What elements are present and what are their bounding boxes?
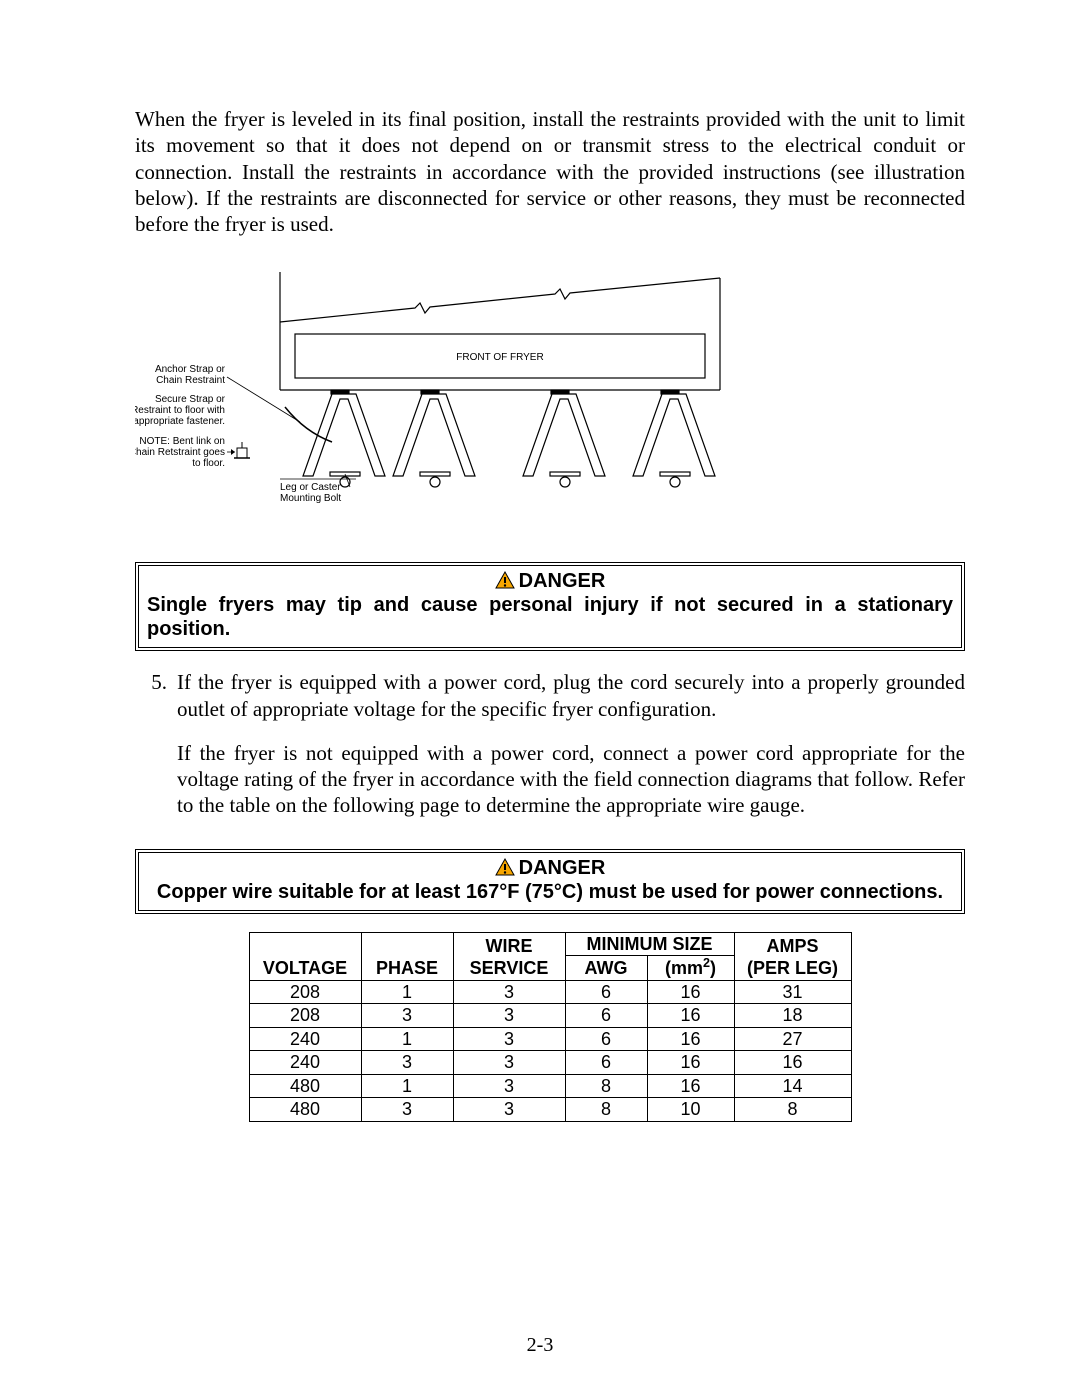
table-cell: 3: [453, 1051, 565, 1075]
table-cell: 6: [565, 1051, 647, 1075]
table-row: 480338108: [249, 1098, 851, 1122]
table-cell: 240: [249, 1051, 361, 1075]
table-cell: 3: [361, 1004, 453, 1028]
danger-1-body: Single fryers may tip and cause personal…: [147, 593, 953, 641]
warning-icon: [495, 858, 515, 876]
table-cell: 208: [249, 980, 361, 1004]
table-cell: 6: [565, 1027, 647, 1051]
table-cell: 16: [647, 1004, 734, 1028]
th-voltage: VOLTAGE: [249, 932, 361, 980]
table-cell: 3: [361, 1051, 453, 1075]
step-5-p2: If the fryer is not equipped with a powe…: [177, 740, 965, 819]
th-awg: AWG: [565, 956, 647, 981]
intro-paragraph: When the fryer is leveled in its final p…: [135, 106, 965, 237]
table-cell: 3: [361, 1098, 453, 1122]
table-cell: 3: [453, 980, 565, 1004]
table-cell: 3: [453, 1027, 565, 1051]
table-cell: 1: [361, 1027, 453, 1051]
table-cell: 208: [249, 1004, 361, 1028]
th-amps: AMPS (PER LEG): [734, 932, 851, 980]
step-5-p1: If the fryer is equipped with a power co…: [177, 669, 965, 722]
table-cell: 16: [734, 1051, 851, 1075]
wire-gauge-table: VOLTAGE PHASE WIRE SERVICE MINIMUM SIZE …: [249, 932, 852, 1122]
label-note-2: Chain Retstraint goes: [135, 447, 225, 458]
label-anchor-strap-2: Chain Restraint: [156, 375, 225, 386]
th-amps-bot: (PER LEG): [747, 958, 838, 978]
table-cell: 10: [647, 1098, 734, 1122]
table-cell: 6: [565, 980, 647, 1004]
table-row: 2403361616: [249, 1051, 851, 1075]
table-cell: 8: [565, 1074, 647, 1098]
step-5-text: If the fryer is equipped with a power co…: [177, 669, 965, 836]
th-amps-top: AMPS: [766, 936, 818, 956]
label-front-of-fryer: FRONT OF FRYER: [456, 352, 543, 363]
table-cell: 16: [647, 1051, 734, 1075]
label-note-1: NOTE: Bent link on: [139, 436, 225, 447]
table-row: 2083361618: [249, 1004, 851, 1028]
wire-table-head: VOLTAGE PHASE WIRE SERVICE MINIMUM SIZE …: [249, 932, 851, 980]
table-row: 2401361627: [249, 1027, 851, 1051]
restraint-diagram-svg: FRONT OF FRYER: [135, 272, 735, 532]
label-secure-strap-1: Secure Strap or: [155, 394, 226, 405]
th-min-size: MINIMUM SIZE: [565, 932, 734, 956]
table-cell: 16: [647, 1027, 734, 1051]
table-cell: 1: [361, 980, 453, 1004]
label-secure-strap-3: appropriate fastener.: [135, 416, 225, 427]
danger-box-1: DANGER Single fryers may tip and cause p…: [135, 562, 965, 651]
table-cell: 480: [249, 1074, 361, 1098]
table-cell: 1: [361, 1074, 453, 1098]
th-phase: PHASE: [361, 932, 453, 980]
label-note-3: to floor.: [192, 458, 225, 469]
table-cell: 27: [734, 1027, 851, 1051]
th-wire-bot: SERVICE: [470, 958, 549, 978]
label-leg-caster-2: Mounting Bolt: [280, 493, 341, 504]
table-cell: 240: [249, 1027, 361, 1051]
danger-box-2: DANGER Copper wire suitable for at least…: [135, 849, 965, 914]
table-cell: 31: [734, 980, 851, 1004]
label-secure-strap-2: Restraint to floor with: [135, 405, 225, 416]
danger-1-header-text: DANGER: [519, 570, 606, 592]
danger-1-header: DANGER: [147, 570, 953, 593]
restraint-diagram: FRONT OF FRYER: [135, 272, 965, 537]
danger-2-header-text: DANGER: [519, 857, 606, 879]
page: When the fryer is leveled in its final p…: [0, 0, 1080, 1397]
table-cell: 6: [565, 1004, 647, 1028]
table-cell: 16: [647, 1074, 734, 1098]
table-cell: 3: [453, 1004, 565, 1028]
table-cell: 480: [249, 1098, 361, 1122]
table-cell: 8: [565, 1098, 647, 1122]
table-cell: 8: [734, 1098, 851, 1122]
danger-2-body: Copper wire suitable for at least 167°F …: [147, 880, 953, 904]
table-row: 4801381614: [249, 1074, 851, 1098]
step-5: 5. If the fryer is equipped with a power…: [135, 669, 965, 836]
wire-table-body: 2081361631208336161824013616272403361616…: [249, 980, 851, 1121]
th-wire-service: WIRE SERVICE: [453, 932, 565, 980]
danger-2-header: DANGER: [147, 857, 953, 880]
label-anchor-strap-1: Anchor Strap or: [155, 364, 226, 375]
warning-icon: [495, 571, 515, 589]
table-cell: 3: [453, 1098, 565, 1122]
table-row: 2081361631: [249, 980, 851, 1004]
table-cell: 3: [453, 1074, 565, 1098]
table-cell: 16: [647, 980, 734, 1004]
table-cell: 18: [734, 1004, 851, 1028]
th-mm2: (mm2): [647, 956, 734, 981]
step-5-number: 5.: [135, 669, 177, 836]
th-wire-top: WIRE: [486, 936, 533, 956]
label-leg-caster-1: Leg or Caster: [280, 482, 341, 493]
page-number: 2-3: [0, 1334, 1080, 1357]
table-cell: 14: [734, 1074, 851, 1098]
